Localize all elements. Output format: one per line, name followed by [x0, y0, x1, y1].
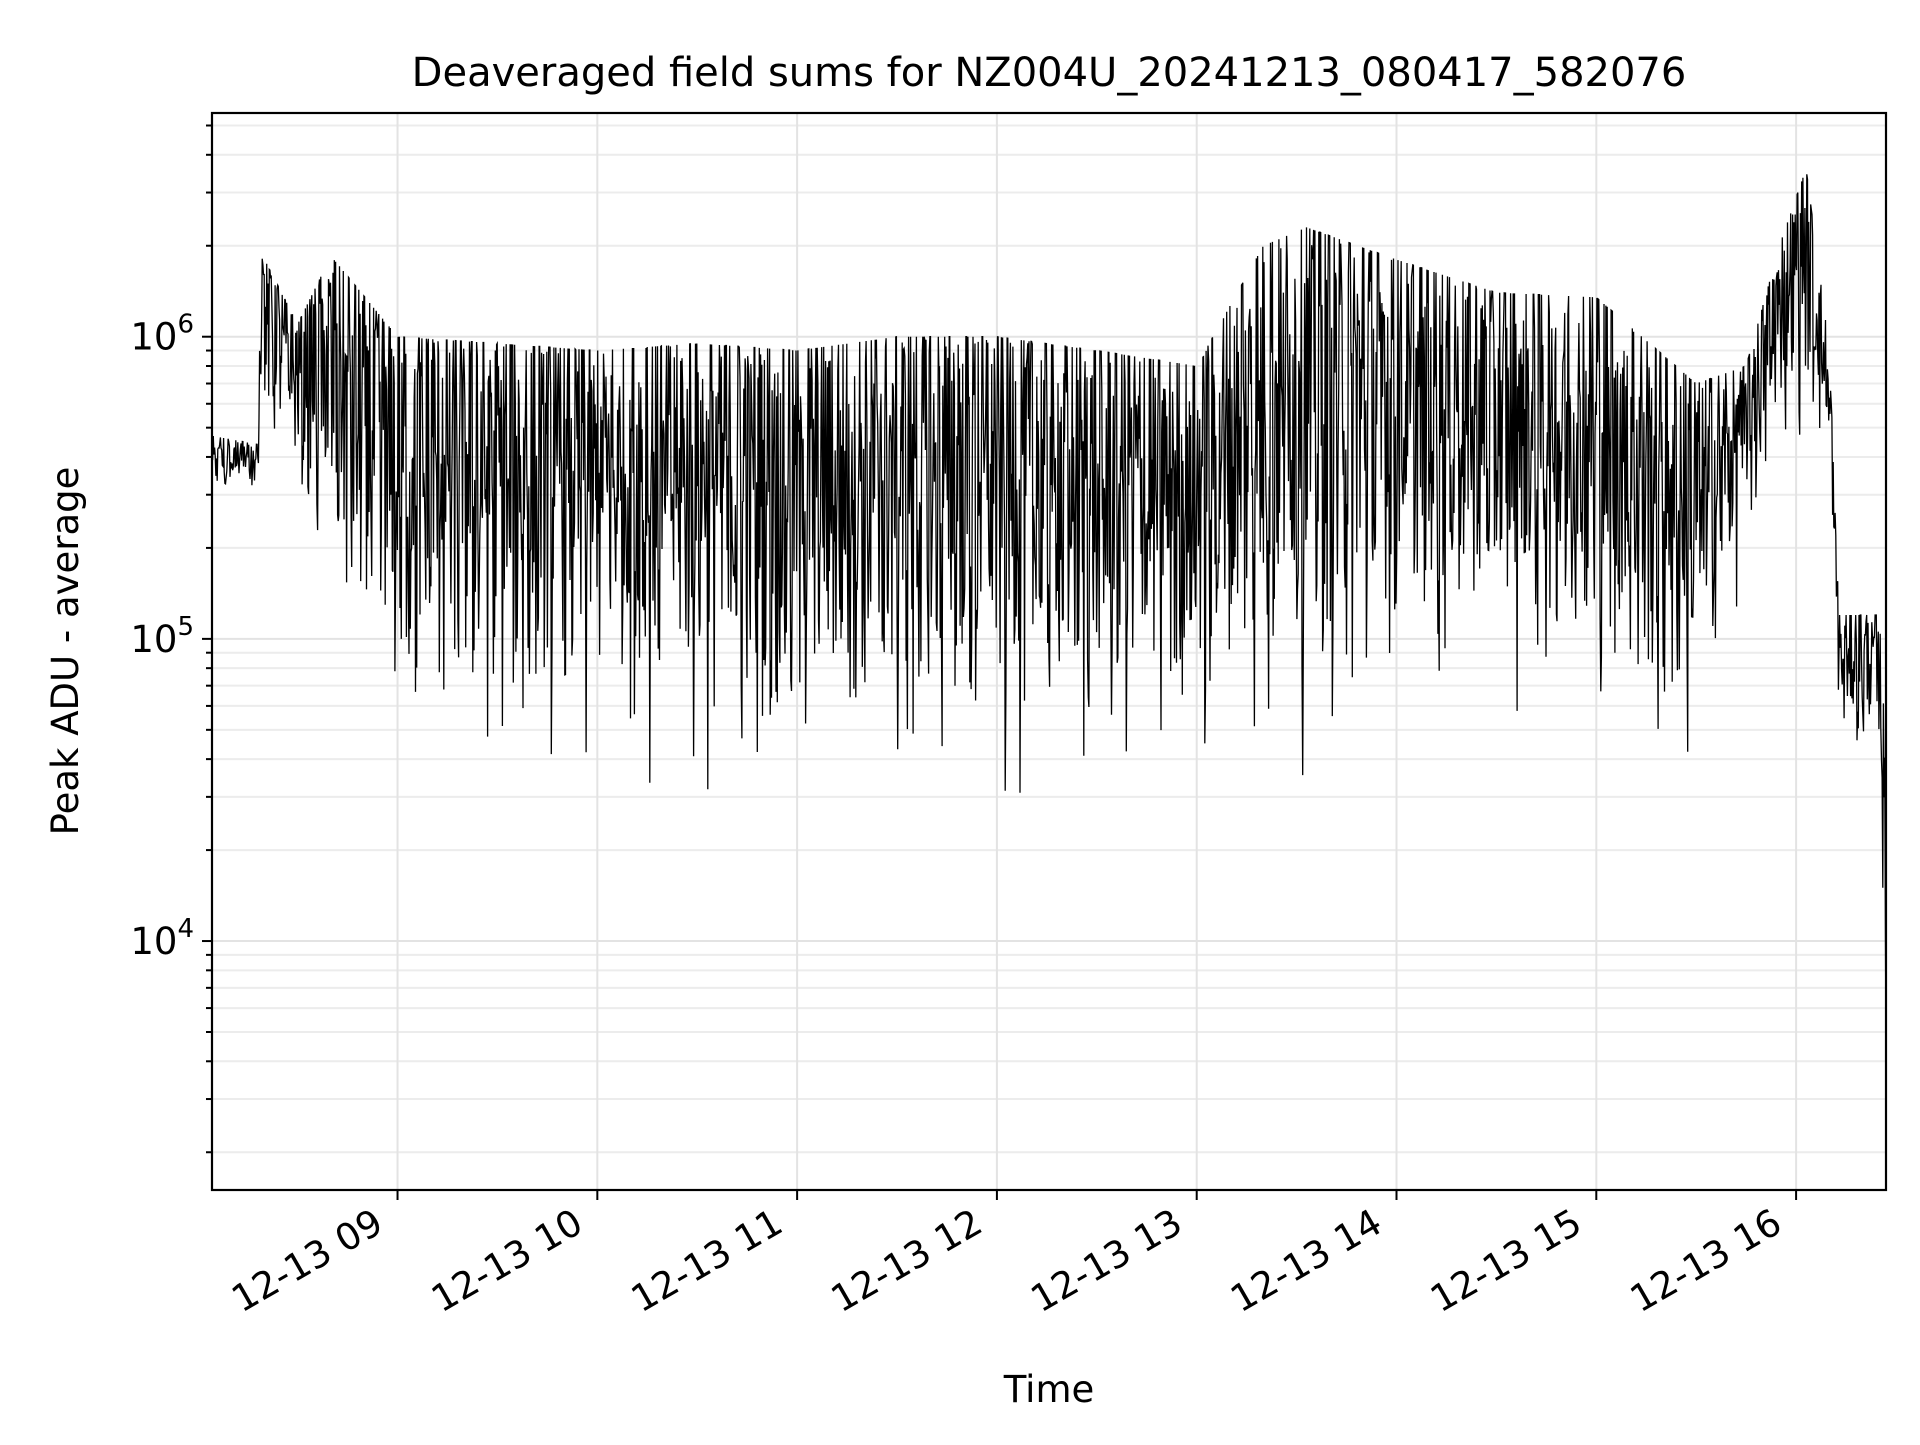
y-tick-exponent: 5: [177, 612, 194, 642]
y-tick-label: 105: [130, 612, 194, 661]
y-tick-base: 10: [130, 316, 177, 359]
y-axis-label: Peak ADU - average: [44, 467, 87, 836]
chart-title: Deaveraged field sums for NZ004U_2024121…: [412, 50, 1687, 96]
x-tick-label: 12-13 09: [224, 1201, 390, 1321]
y-tick-label: 106: [130, 310, 194, 359]
series-line-peak-adu: [211, 174, 1887, 1046]
series-layer: [211, 174, 1887, 1046]
y-tick-exponent: 6: [177, 310, 194, 340]
x-tick-label: 12-13 12: [824, 1201, 990, 1321]
y-tick-label: 104: [130, 914, 194, 963]
x-axis: 12-13 09 12-13 10 12-13 11 12-13 12 12-13 13…: [224, 1190, 1798, 1321]
x-tick-label: 12-13 13: [1024, 1201, 1190, 1321]
y-tick-base: 10: [130, 618, 177, 661]
y-tick-exponent: 4: [177, 914, 194, 944]
x-tick-label: 12-13 10: [424, 1201, 590, 1321]
plot-frame: [210, 111, 1888, 1192]
x-tick-label: 12-13 14: [1223, 1201, 1389, 1321]
x-axis-label: Time: [1003, 1368, 1095, 1411]
x-tick-label: 12-13 15: [1423, 1201, 1589, 1321]
x-tick-label: 12-13 11: [624, 1201, 790, 1321]
y-tick-base: 10: [130, 920, 177, 963]
x-tick-label: 12-13 16: [1623, 1201, 1789, 1321]
